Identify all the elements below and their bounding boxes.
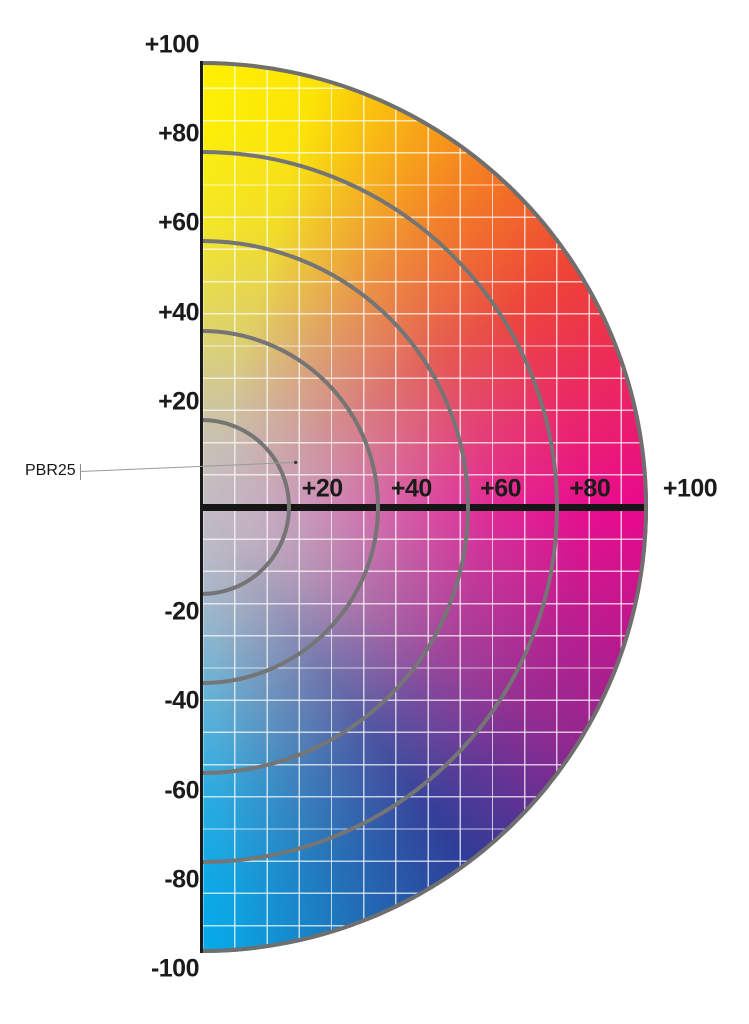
chroma-ring-80 <box>202 150 559 864</box>
y-tick-label-80: +80 <box>158 119 199 148</box>
y-tick-label-60: +60 <box>158 208 199 237</box>
y-tick-label--60: -60 <box>164 776 199 805</box>
y-tick-label--100: -100 <box>150 954 200 983</box>
color-semicircle <box>202 61 648 953</box>
annotation-label: PBR25 <box>25 462 76 479</box>
y-tick-label--20: -20 <box>164 597 199 626</box>
y-tick-label--80: -80 <box>164 865 199 894</box>
x-tick-label-80: +80 <box>569 474 611 503</box>
b-axis-line <box>200 61 203 953</box>
y-tick-label-20: +20 <box>158 387 199 416</box>
x-tick-label-20: +20 <box>301 474 343 503</box>
y-tick-label--40: -40 <box>164 686 199 715</box>
x-tick-label-40: +40 <box>390 474 432 503</box>
x-tick-label-60: +60 <box>480 474 522 503</box>
y-tick-label-40: +40 <box>158 298 199 327</box>
x-tick-label-100: +100 <box>662 474 718 503</box>
y-tick-label-100: +100 <box>144 30 200 59</box>
